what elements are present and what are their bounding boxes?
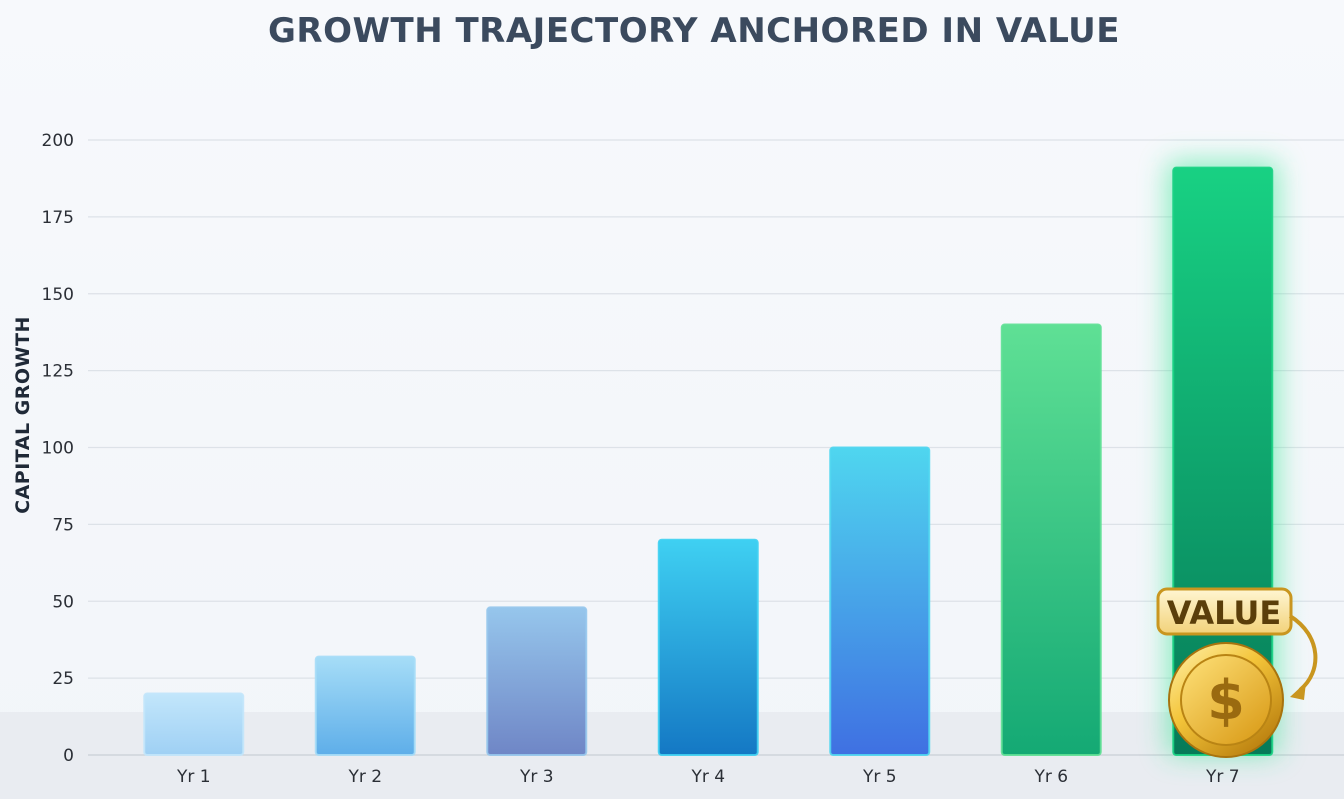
value-badge: VALUE [1156,587,1293,636]
curved-arrow-icon [1288,614,1318,700]
y-axis-label: CAPITAL GROWTH [12,316,34,514]
y-tick-label: 0 [63,746,74,766]
bar-yr-1 [143,692,245,756]
x-tick-label: Yr 7 [1205,767,1240,787]
y-tick-label: 25 [52,669,74,689]
x-tick-label: Yr 5 [862,767,897,787]
y-tick-label: 50 [52,592,74,612]
x-tick-label: Yr 6 [1033,767,1068,787]
y-tick-label: 175 [42,208,74,228]
x-tick-label: Yr 4 [690,767,725,787]
bar-yr-3 [486,606,588,757]
value-annotation: VALUE $ [1156,587,1318,758]
dollar-coin-icon: $ [1168,642,1284,758]
bar-yr-2 [314,655,416,756]
bar-yr-6 [1000,323,1102,756]
y-tick-label: 200 [42,131,74,151]
y-axis-ticks: 0 25 50 75 100 125 150 175 200 [42,131,74,766]
bars [143,166,1274,757]
y-tick-label: 125 [42,362,74,382]
coin-symbol: $ [1207,669,1245,732]
bar-yr-5 [829,446,931,756]
y-tick-label: 100 [42,439,74,459]
bar-yr-4 [657,538,759,756]
y-tick-label: 150 [42,285,74,305]
chart-title: GROWTH TRAJECTORY ANCHORED IN VALUE [268,11,1120,51]
y-tick-label: 75 [52,515,74,535]
x-tick-label: Yr 2 [347,767,382,787]
x-tick-label: Yr 3 [519,767,554,787]
x-tick-label: Yr 1 [176,767,211,787]
value-badge-label: VALUE [1167,594,1281,632]
x-axis-ticks: Yr 1 Yr 2 Yr 3 Yr 4 Yr 5 Yr 6 Yr 7 [176,767,1240,787]
